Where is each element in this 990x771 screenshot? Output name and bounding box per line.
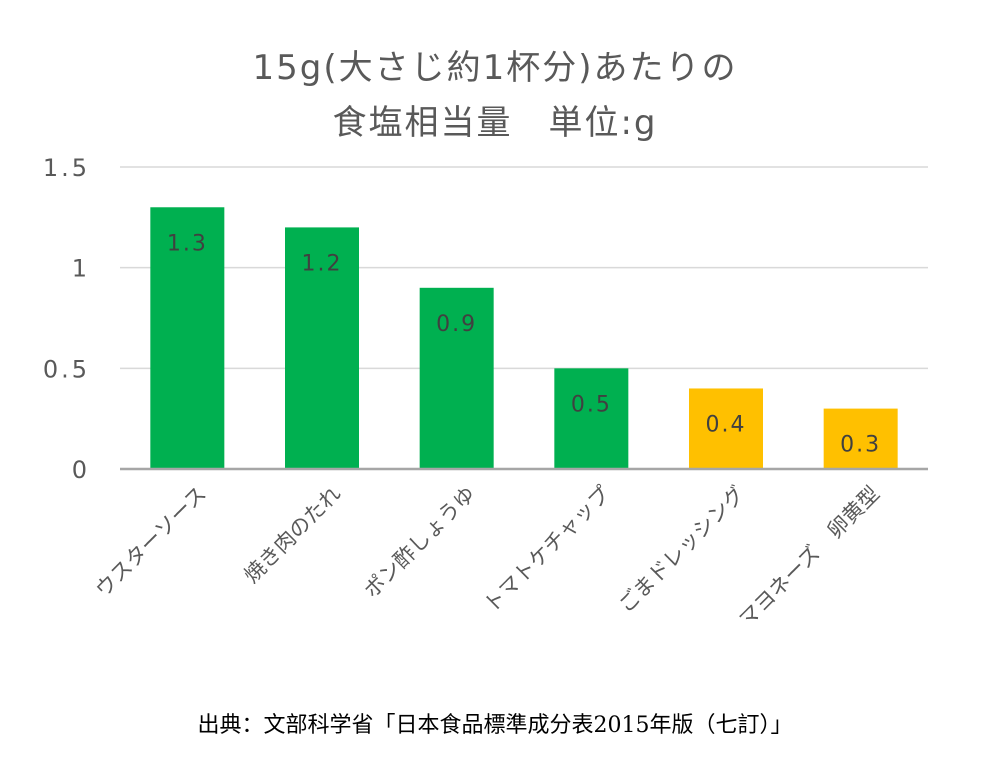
data-label: 0.3 (840, 433, 881, 458)
bar (285, 227, 359, 469)
data-label: 0.5 (571, 392, 612, 417)
bar (554, 368, 629, 469)
x-tick-label: トマトケチャップ (479, 482, 615, 618)
bar (419, 287, 494, 469)
data-label: 0.9 (436, 312, 477, 337)
y-tick-label: 1 (72, 255, 90, 283)
bar-chart: 0 0.5 1 1.5 1.3 ウスターソース 1.2 焼き肉のたれ 0.9 ポン酢しょうゆ 0.5… (43, 154, 928, 632)
y-tick-label: 0.5 (43, 355, 90, 383)
data-label: 1.2 (302, 251, 343, 276)
chart-title-line-1: 15g(大さじ約1杯分)あたりの (252, 48, 738, 88)
y-tick-label: 1.5 (43, 154, 90, 182)
x-tick-label: ウスターソース (91, 482, 211, 602)
y-tick-label: 0 (72, 456, 90, 484)
x-tick-label: 焼き肉のたれ (239, 482, 345, 588)
bar (689, 388, 763, 469)
data-label: 1.3 (167, 231, 208, 256)
x-tick-label: ごまドレッシング (614, 482, 750, 618)
x-tick-label: ポン酢しょうゆ (359, 482, 480, 603)
bar (823, 408, 898, 469)
source-note: 出典：文部科学省「日本食品標準成分表2015年版（七訂）」 (197, 713, 793, 738)
data-label: 0.4 (706, 412, 747, 437)
bar (150, 207, 225, 469)
chart-title-line-2: 食塩相当量 単位:g (332, 103, 658, 143)
x-tick-label: マヨネーズ 卵黄型 (734, 482, 884, 632)
